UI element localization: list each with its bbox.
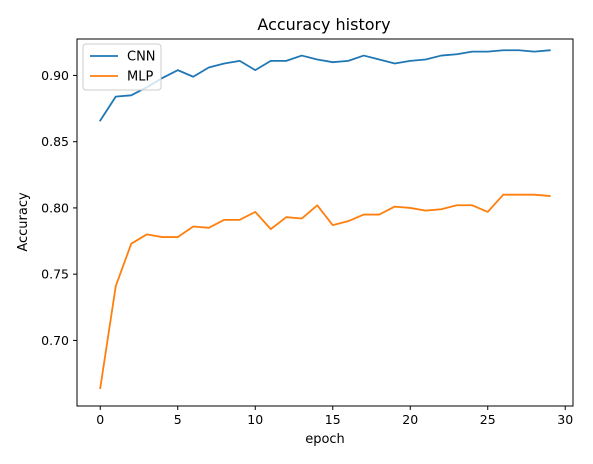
x-tick-label: 15 bbox=[325, 412, 341, 427]
plot-area bbox=[99, 49, 551, 390]
x-tick-label: 20 bbox=[402, 412, 418, 427]
axis-ticks: 0 5 10 15 20 25 30 0.70 0.75 0.80 0.85 0.90 bbox=[41, 68, 573, 427]
x-tick-label: 10 bbox=[247, 412, 263, 427]
y-tick-label: 0.85 bbox=[41, 134, 69, 149]
y-axis-label: Accuracy bbox=[16, 192, 31, 252]
x-tick-label: 30 bbox=[557, 412, 573, 427]
chart-title: Accuracy history bbox=[257, 15, 390, 34]
x-tick-label: 25 bbox=[480, 412, 496, 427]
series-line-mlp bbox=[99, 193, 551, 390]
legend-label-mlp: MLP bbox=[127, 70, 153, 85]
y-tick-label: 0.90 bbox=[41, 68, 69, 83]
plot-frame bbox=[76, 38, 574, 407]
y-tick-label: 0.75 bbox=[41, 267, 69, 282]
x-tick-label: 0 bbox=[96, 412, 104, 427]
series-line-cnn bbox=[99, 49, 551, 122]
y-tick-label: 0.80 bbox=[41, 200, 69, 215]
x-axis-label: epoch bbox=[305, 432, 345, 447]
legend: CNN MLP bbox=[82, 43, 162, 91]
y-tick-label: 0.70 bbox=[41, 333, 69, 348]
legend-label-cnn: CNN bbox=[127, 50, 156, 65]
x-tick-label: 5 bbox=[174, 412, 182, 427]
